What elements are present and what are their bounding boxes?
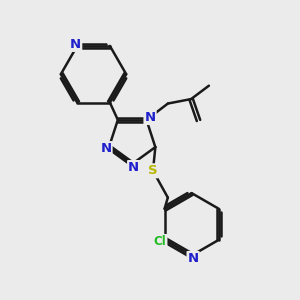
Text: Cl: Cl	[154, 235, 167, 248]
Text: N: N	[145, 111, 156, 124]
Text: S: S	[148, 164, 158, 177]
Text: N: N	[70, 38, 81, 51]
Text: N: N	[128, 161, 139, 174]
Text: N: N	[188, 252, 199, 265]
Text: N: N	[100, 142, 112, 155]
